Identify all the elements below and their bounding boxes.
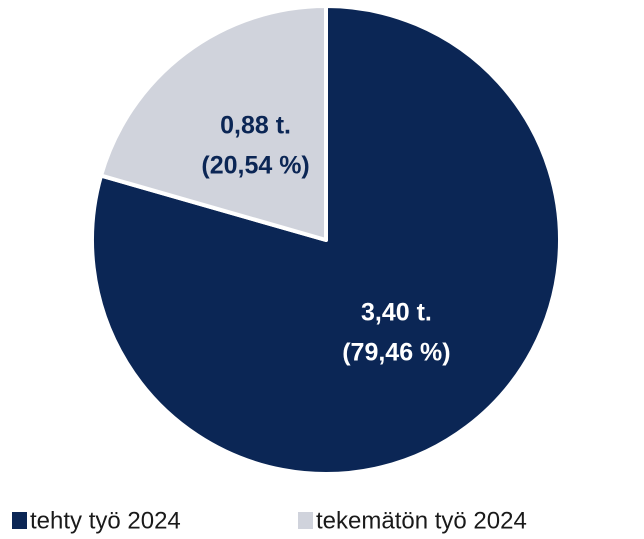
legend-label: tehty työ 2024 — [30, 507, 181, 534]
legend-swatch — [12, 512, 27, 529]
legend-label: tekemätön työ 2024 — [316, 507, 527, 534]
legend-swatch — [298, 512, 313, 529]
slice-label: 0,88 t. (20,54 %) — [201, 111, 309, 179]
slice-value-label: 3,40 t. — [361, 298, 432, 326]
slice-value-label: 0,88 t. — [220, 111, 291, 139]
slice-label: 3,40 t. (79,46 %) — [342, 298, 450, 366]
pie-slice — [99, 4, 328, 242]
slice-share-label: (79,46 %) — [342, 338, 450, 366]
slice-share-label: (20,54 %) — [201, 151, 309, 179]
